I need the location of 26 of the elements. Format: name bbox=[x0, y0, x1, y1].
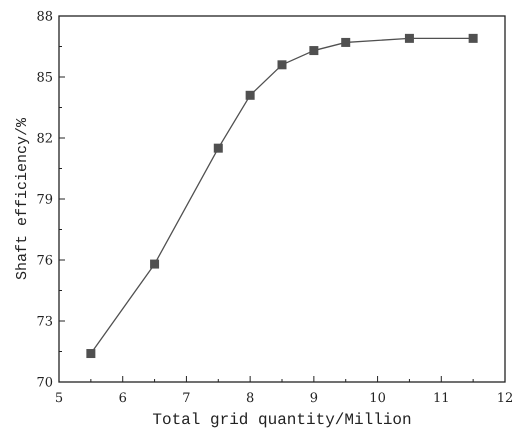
y-tick-label: 82 bbox=[36, 132, 53, 147]
x-axis-title: Total grid quantity/Million bbox=[152, 411, 412, 429]
x-tick-label: 9 bbox=[310, 391, 318, 406]
point bbox=[278, 60, 286, 70]
point bbox=[468, 34, 478, 43]
point bbox=[86, 349, 96, 358]
point bbox=[404, 34, 414, 43]
x-tick-label: 11 bbox=[433, 391, 450, 406]
y-tick-label: 88 bbox=[36, 10, 53, 25]
point bbox=[150, 260, 160, 269]
y-tick-label: 76 bbox=[36, 254, 53, 269]
point bbox=[309, 46, 318, 56]
y-tick-label: 85 bbox=[36, 70, 53, 86]
y-tick-label: 79 bbox=[36, 192, 53, 208]
x-tick-label: 7 bbox=[182, 391, 191, 406]
x-tick-label: 5 bbox=[54, 391, 64, 406]
y-axis-title: Shaft efficiency/% bbox=[14, 116, 31, 280]
x-tick-label: 6 bbox=[118, 391, 127, 406]
point bbox=[214, 144, 223, 153]
y-tick-label: 73 bbox=[36, 314, 53, 330]
y-tick-label: 70 bbox=[36, 376, 53, 391]
x-tick-label: 8 bbox=[246, 391, 254, 406]
x-tick-label: 10 bbox=[369, 391, 386, 406]
x-tick-label: 12 bbox=[496, 391, 514, 406]
point bbox=[246, 90, 255, 100]
point bbox=[341, 38, 350, 47]
